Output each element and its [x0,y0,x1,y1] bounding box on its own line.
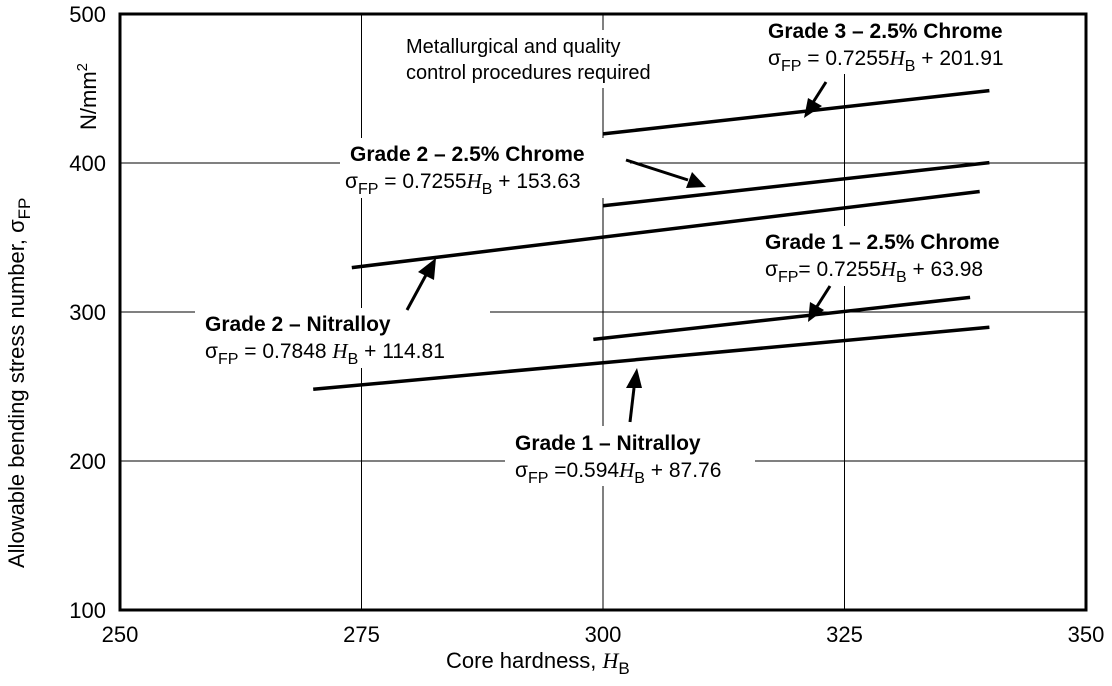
series-name-g2-nitralloy: Grade 2 – Nitralloy [205,313,391,336]
note-line-1: Metallurgical and quality [406,36,621,58]
series-line-g3-chrome [602,88,990,136]
series-line-g1-chrome [593,295,971,342]
series-name-g3-chrome: Grade 3 – 2.5% Chrome [768,20,1003,43]
equation-g1-nitralloy: σFP =0.594HB + 87.76 [515,458,721,487]
x-tick-label: 250 [102,622,139,647]
label-grade-2-nitralloy: Grade 2 – Nitralloy σFP = 0.7848 HB + 11… [205,313,445,368]
note-knockout [395,30,715,88]
plot-frame [118,12,1088,612]
equation-g2-chrome: σFP = 0.7255HB + 153.63 [345,169,581,198]
procedures-note: Metallurgical and quality control proced… [406,36,651,84]
y-tick-label: 500 [69,2,106,27]
equation-g2-nitralloy: σFP = 0.7848 HB + 114.81 [205,339,445,368]
series-line-g2-chrome [602,160,990,208]
series-name-g1-chrome: Grade 1 – 2.5% Chrome [765,231,1000,254]
y-axis-unit: N/mm2 [74,63,101,130]
x-axis-title: Core hardness, HB [446,648,630,678]
label-knockout-g2n [195,308,490,368]
y-tick-label: 300 [69,300,106,325]
x-tick-label: 275 [343,622,380,647]
arrow-grade-2-chrome [625,158,706,188]
arrow-grade-1-chrome [808,285,832,322]
label-knockout-g1n [505,426,755,486]
label-knockout-g3 [755,14,1065,74]
label-grade-3-chrome: Grade 3 – 2.5% Chrome σFP = 0.7255HB + 2… [768,20,1004,75]
arrow-grade-3-chrome [804,81,828,118]
series-line-g1-nitralloy [313,325,990,392]
equation-g1-chrome: σFP= 0.7255HB + 63.98 [765,257,983,286]
x-tick-label: 350 [1068,622,1105,647]
arrow-grade-1-nitralloy [626,368,642,423]
x-tick-label: 325 [826,622,863,647]
series-line-g2-nitralloy [351,189,980,270]
label-knockout-g2c [340,138,630,198]
note-line-2: control procedures required [406,62,651,84]
arrows [405,81,832,423]
tick-labels: 250 275 300 325 350 100 200 300 400 500 [69,2,1104,647]
y-tick-label: 200 [69,449,106,474]
series-name-g2-chrome: Grade 2 – 2.5% Chrome [350,143,585,166]
x-tick-label: 300 [585,622,622,647]
y-tick-label: 400 [69,151,106,176]
series-lines [313,88,990,392]
series-name-g1-nitralloy: Grade 1 – Nitralloy [515,432,701,455]
y-axis-title: Allowable bending stress number, σFP [4,198,34,568]
equation-g3-chrome: σFP = 0.7255HB + 201.91 [768,46,1004,75]
y-tick-label: 100 [69,598,106,623]
label-knockout-g1c [752,226,1042,286]
label-grade-2-chrome: Grade 2 – 2.5% Chrome σFP = 0.7255HB + 1… [345,143,585,198]
label-grade-1-chrome: Grade 1 – 2.5% Chrome σFP= 0.7255HB + 63… [765,231,1000,286]
arrow-grade-2-nitralloy [405,258,436,311]
label-grade-1-nitralloy: Grade 1 – Nitralloy σFP =0.594HB + 87.76 [515,432,721,487]
